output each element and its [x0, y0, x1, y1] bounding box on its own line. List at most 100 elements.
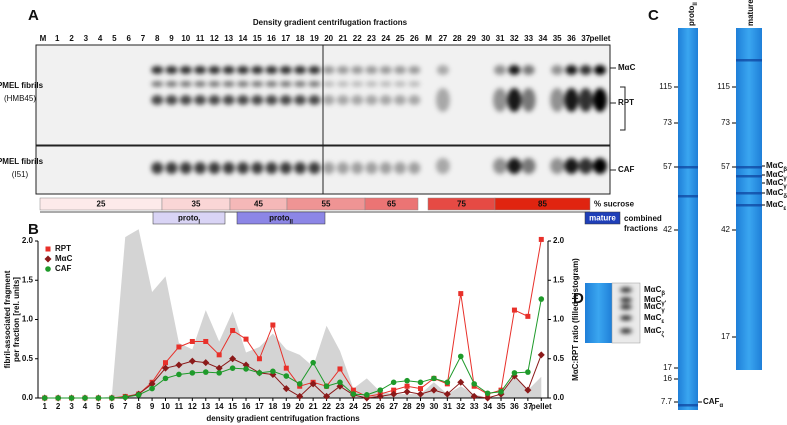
- x-tick-label: 6: [110, 402, 115, 411]
- blot-band: [251, 81, 264, 87]
- marker-label: 17: [663, 363, 672, 372]
- blot-band: [365, 66, 378, 74]
- marker-label: 7.7: [661, 397, 673, 406]
- blot-band: [208, 66, 221, 74]
- lane-label: 18: [296, 34, 305, 43]
- x-tick-label: 16: [242, 402, 251, 411]
- blot-band: [294, 95, 307, 105]
- band-label-sub: ε: [661, 319, 664, 325]
- series-marker: [364, 392, 370, 398]
- x-tick-label: 35: [497, 402, 506, 411]
- blot-band: [265, 66, 278, 74]
- x-tick-label: 27: [389, 402, 398, 411]
- series-marker: [511, 307, 517, 313]
- row-label: PMEL fibrils: [0, 157, 44, 166]
- x-tick-label: 20: [295, 402, 304, 411]
- blot-band: [493, 158, 508, 174]
- blot-band: [620, 287, 632, 293]
- panel-label: C: [648, 7, 659, 24]
- series-marker: [458, 291, 464, 297]
- band-label-sub: β: [661, 291, 665, 297]
- band-label-sub: γ': [783, 176, 787, 182]
- series-marker: [538, 236, 544, 242]
- marker-label: 42: [721, 225, 730, 234]
- series-marker: [337, 379, 343, 386]
- blot-band: [551, 65, 564, 75]
- band-label: MαCε: [766, 200, 786, 211]
- series-marker: [323, 383, 330, 390]
- lane-label: 5: [112, 34, 117, 43]
- series-marker: [41, 395, 48, 401]
- x-tick-label: 17: [255, 402, 264, 411]
- lane-label: 2: [69, 34, 74, 43]
- blot-band: [394, 95, 407, 105]
- series-marker: [511, 370, 518, 376]
- lane-label: 1: [55, 34, 60, 43]
- series-marker: [525, 369, 531, 375]
- x-axis-title: density gradient centrifugation fraction…: [206, 414, 360, 423]
- series-marker: [270, 322, 276, 328]
- series-marker: [430, 386, 438, 394]
- lane-label: 3: [84, 34, 89, 43]
- x-tick-label: 36: [510, 402, 519, 411]
- blot-band: [493, 88, 508, 112]
- band-label: CAFα: [703, 397, 723, 408]
- lane-label: 27: [438, 34, 447, 43]
- lane-label: 9: [169, 34, 174, 43]
- series-marker: [417, 390, 424, 398]
- series-marker: [418, 386, 423, 392]
- y2-axis-title: MαC:RPT ratio (filled histogram): [571, 258, 580, 381]
- series-marker: [109, 395, 115, 401]
- blot-band: [179, 66, 192, 74]
- blot-band: [236, 66, 249, 74]
- blot-band: [494, 65, 507, 75]
- combined-label: protoII: [269, 214, 293, 225]
- blot-band: [222, 162, 235, 174]
- sucrose-axis-label: % sucrose: [594, 200, 635, 209]
- sucrose-label: 55: [322, 200, 331, 209]
- blot-band: [208, 95, 221, 105]
- blot-band: [336, 81, 349, 87]
- x-tick-label: 24: [349, 402, 358, 411]
- x-tick-label: 4: [83, 402, 88, 411]
- series-marker: [310, 359, 316, 366]
- x-tick-label: 10: [161, 402, 170, 411]
- band-label-sub: α: [719, 403, 723, 409]
- lane-label: 29: [467, 34, 476, 43]
- series-marker: [216, 352, 222, 358]
- series-marker: [188, 357, 196, 365]
- lane-label: 7: [141, 34, 146, 43]
- lane-label: 13: [224, 34, 233, 43]
- band-label-main: MαC: [644, 285, 662, 294]
- band-label-sub: γ: [661, 308, 665, 314]
- y-tick-label: 0.0: [22, 393, 34, 402]
- series-marker: [337, 366, 343, 372]
- series-marker: [457, 378, 465, 386]
- gel-band: [736, 166, 762, 169]
- band-label-main: MαC: [766, 188, 784, 197]
- blot-band: [365, 81, 378, 87]
- blot-band: [236, 162, 249, 174]
- series-marker: [176, 371, 182, 378]
- series-marker: [189, 370, 196, 376]
- combined-label-main: proto: [178, 214, 199, 223]
- blot-band: [436, 65, 449, 75]
- series-marker: [162, 375, 169, 382]
- row-detail: (I51): [12, 170, 29, 179]
- blot-band: [336, 95, 349, 105]
- band-label-main: MαC: [766, 170, 784, 179]
- series-marker: [95, 395, 102, 401]
- x-tick-label: 15: [228, 402, 237, 411]
- ratio-area: [44, 229, 542, 398]
- blot-band: [208, 162, 221, 174]
- blot-band: [578, 158, 593, 174]
- blot-band: [408, 162, 421, 174]
- series-marker: [122, 394, 129, 401]
- blot-band: [322, 162, 335, 174]
- lane-title: protoII: [687, 2, 698, 26]
- combined-axis-label: fractions: [624, 224, 658, 233]
- blot-band: [194, 66, 207, 74]
- blot-band: [322, 66, 335, 74]
- lane-label: pellet: [590, 34, 611, 43]
- blot-band: [565, 65, 578, 75]
